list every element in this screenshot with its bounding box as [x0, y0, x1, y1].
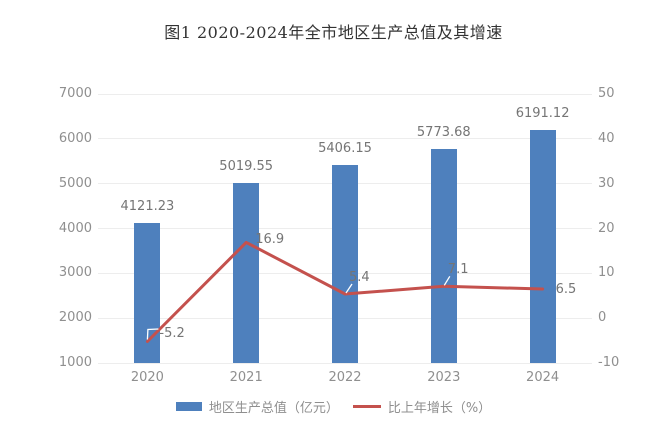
legend-label: 地区生产总值（亿元）	[208, 400, 339, 416]
right-axis-tick-label: 20	[598, 220, 615, 236]
chart-title: 图1 2020-2024年全市地区生产总值及其增速	[164, 23, 503, 42]
gridline	[98, 93, 592, 95]
gridline	[98, 362, 592, 364]
bar-value-label: 4121.23	[120, 199, 175, 215]
bar	[134, 223, 161, 363]
x-axis-label: 2022	[328, 370, 362, 385]
bar-value-label: 6191.12	[515, 106, 570, 122]
legend-item-line: 比上年增长（%）	[352, 397, 492, 416]
line-swatch-icon	[352, 404, 381, 408]
x-axis-label: 2021	[229, 370, 263, 385]
left-axis-tick-label: 7000	[58, 86, 92, 101]
bar-swatch-icon	[175, 401, 202, 411]
right-axis-tick-label: -10	[598, 355, 620, 370]
x-axis-label: 2024	[526, 370, 560, 385]
bar-value-label: 5019.55	[219, 158, 274, 174]
gridline	[98, 138, 592, 140]
left-axis-tick-label: 3000	[58, 265, 92, 281]
right-axis-tick-label: 50	[598, 86, 615, 101]
left-axis-tick-label: 4000	[58, 220, 92, 236]
x-axis-label: 2023	[427, 370, 461, 385]
bar-value-label: 5406.15	[318, 141, 372, 157]
line-value-label: 5.4	[349, 269, 370, 285]
legend: 地区生产总值（亿元） 比上年增长（%）	[0, 396, 667, 416]
right-axis-tick-label: 30	[598, 175, 615, 191]
right-axis-tick-label: 10	[598, 265, 615, 281]
x-axis-label: 2020	[130, 370, 164, 385]
left-axis-tick-label: 5000	[58, 175, 92, 191]
legend-label: 比上年增长（%）	[387, 400, 492, 416]
right-axis-tick-label: 0	[598, 310, 607, 326]
bar	[430, 148, 457, 363]
legend-item-bar: 地区生产总值（亿元）	[175, 397, 339, 416]
line-value-label: -5.2	[159, 326, 185, 342]
bar	[529, 130, 556, 363]
left-axis-tick-label: 6000	[58, 130, 92, 146]
line-value-label: 6.5	[555, 282, 577, 298]
bar	[233, 182, 260, 363]
right-axis-tick-label: 40	[598, 130, 615, 146]
bar	[332, 165, 358, 363]
line-value-label: 16.9	[255, 232, 285, 248]
bar-value-label: 5773.68	[416, 124, 471, 140]
left-axis-tick-label: 1000	[58, 355, 92, 370]
left-axis-tick-label: 2000	[58, 310, 92, 326]
line-value-label: 7.1	[447, 262, 469, 278]
